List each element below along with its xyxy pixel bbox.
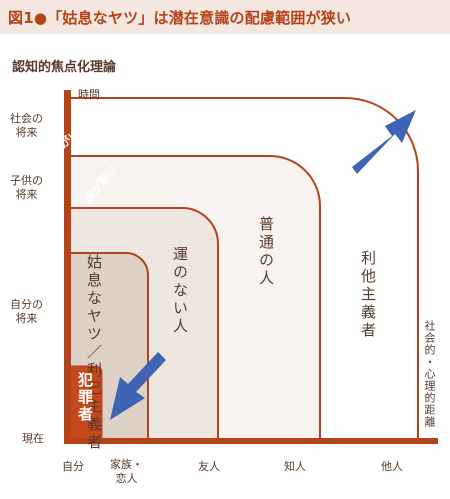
figure-title: 図1●「姑息なヤツ」は潜在意識の配慮範囲が狭い	[8, 9, 352, 27]
title-bar	[0, 0, 450, 34]
criminal-label: 犯罪者	[76, 372, 94, 423]
unlucky-label: 運のない人	[171, 246, 189, 336]
x-tick-self: 自分	[62, 460, 84, 473]
y-axis	[64, 90, 71, 444]
x-tick-acquaintances: 知人	[284, 460, 306, 473]
x-tick-others: 他人	[381, 460, 403, 473]
y-tick-children: 子供の 将来	[10, 174, 43, 201]
x-axis	[64, 438, 438, 444]
y-tick-society: 社会の 将来	[10, 112, 43, 139]
x-tick-family: 家族・ 恋人	[110, 458, 143, 485]
y-tick-self: 自分の 将来	[10, 298, 43, 325]
criminal-region	[69, 365, 103, 443]
ordinary-label: 普通の人	[257, 216, 275, 288]
x-tick-friends: 友人	[198, 460, 220, 473]
altruist-label: 利他主義者	[359, 250, 377, 340]
x-axis-label: 社会的・心理的距離	[423, 320, 436, 428]
bad-luck-arrow	[110, 352, 166, 420]
y-tick-present: 現在	[22, 432, 44, 445]
good-luck-arrow	[352, 110, 416, 174]
sly-label: 姑息なヤツ／利己主義者	[85, 254, 103, 452]
y-axis-label: 時間	[78, 88, 100, 101]
figure-subtitle: 認知的焦点化理論	[12, 60, 117, 75]
